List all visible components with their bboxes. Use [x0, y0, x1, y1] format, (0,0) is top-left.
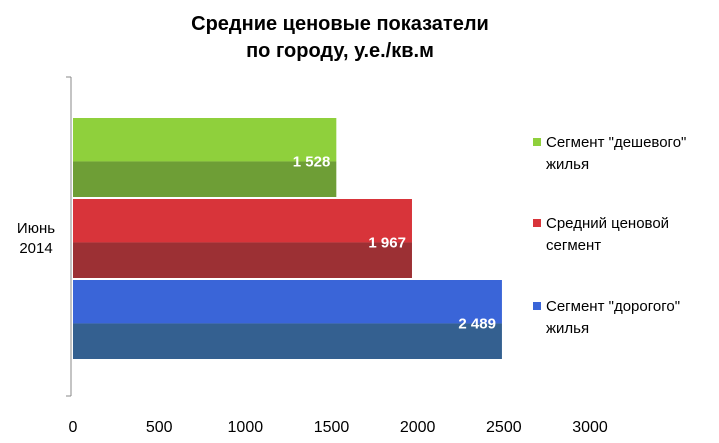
x-tick-label-1500: 1500	[314, 419, 350, 436]
bar-2: 1 967	[73, 199, 412, 278]
category-label-line-1: Июнь	[17, 220, 55, 237]
data-label-2: 1 967	[368, 234, 406, 251]
x-tick-label-2500: 2500	[486, 419, 522, 436]
legend: Сегмент "дешевого" жилья Средний ценовой се…	[533, 134, 686, 337]
bar-1-face	[73, 118, 337, 162]
bar-3-face	[73, 280, 502, 324]
bar-1: 1 528	[73, 118, 337, 197]
x-axis-ticks: 0 500 1000 1500 2000 2500 3000	[69, 419, 608, 436]
bars-group: 1 528 1 967 2 489	[73, 118, 502, 359]
legend-label-1-line-1: Сегмент "дешевого"	[546, 134, 686, 151]
bar-2-shade	[73, 242, 412, 278]
legend-label-1-line-2: жилья	[546, 156, 589, 173]
x-tick-label-3000: 3000	[572, 419, 608, 436]
legend-label-3-line-1: Сегмент "дорогого"	[546, 298, 680, 315]
legend-label-3-line-2: жилья	[546, 320, 589, 337]
bar-2-face	[73, 199, 412, 243]
x-tick-label-1000: 1000	[228, 419, 264, 436]
category-label-line-2: 2014	[19, 240, 52, 257]
x-tick-label-0: 0	[69, 419, 78, 436]
x-tick-label-2000: 2000	[400, 419, 436, 436]
bar-1-shade	[73, 161, 337, 197]
x-tick-label-500: 500	[146, 419, 173, 436]
bar-3: 2 489	[73, 280, 502, 359]
legend-swatch-1	[533, 138, 541, 146]
legend-label-2-line-2: сегмент	[546, 237, 601, 254]
legend-swatch-2	[533, 219, 541, 227]
chart-title-line-2: по городу, у.е./кв.м	[246, 40, 434, 62]
chart-title-line-1: Средние ценовые показатели	[191, 13, 489, 35]
legend-label-2-line-1: Средний ценовой	[546, 215, 669, 232]
data-label-1: 1 528	[293, 153, 331, 170]
legend-item-2: Средний ценовой сегмент	[533, 215, 669, 254]
bar-3-shade	[73, 323, 502, 359]
legend-swatch-3	[533, 302, 541, 310]
legend-item-3: Сегмент "дорогого" жилья	[533, 298, 680, 337]
legend-item-1: Сегмент "дешевого" жилья	[533, 134, 686, 173]
data-label-3: 2 489	[458, 315, 496, 332]
